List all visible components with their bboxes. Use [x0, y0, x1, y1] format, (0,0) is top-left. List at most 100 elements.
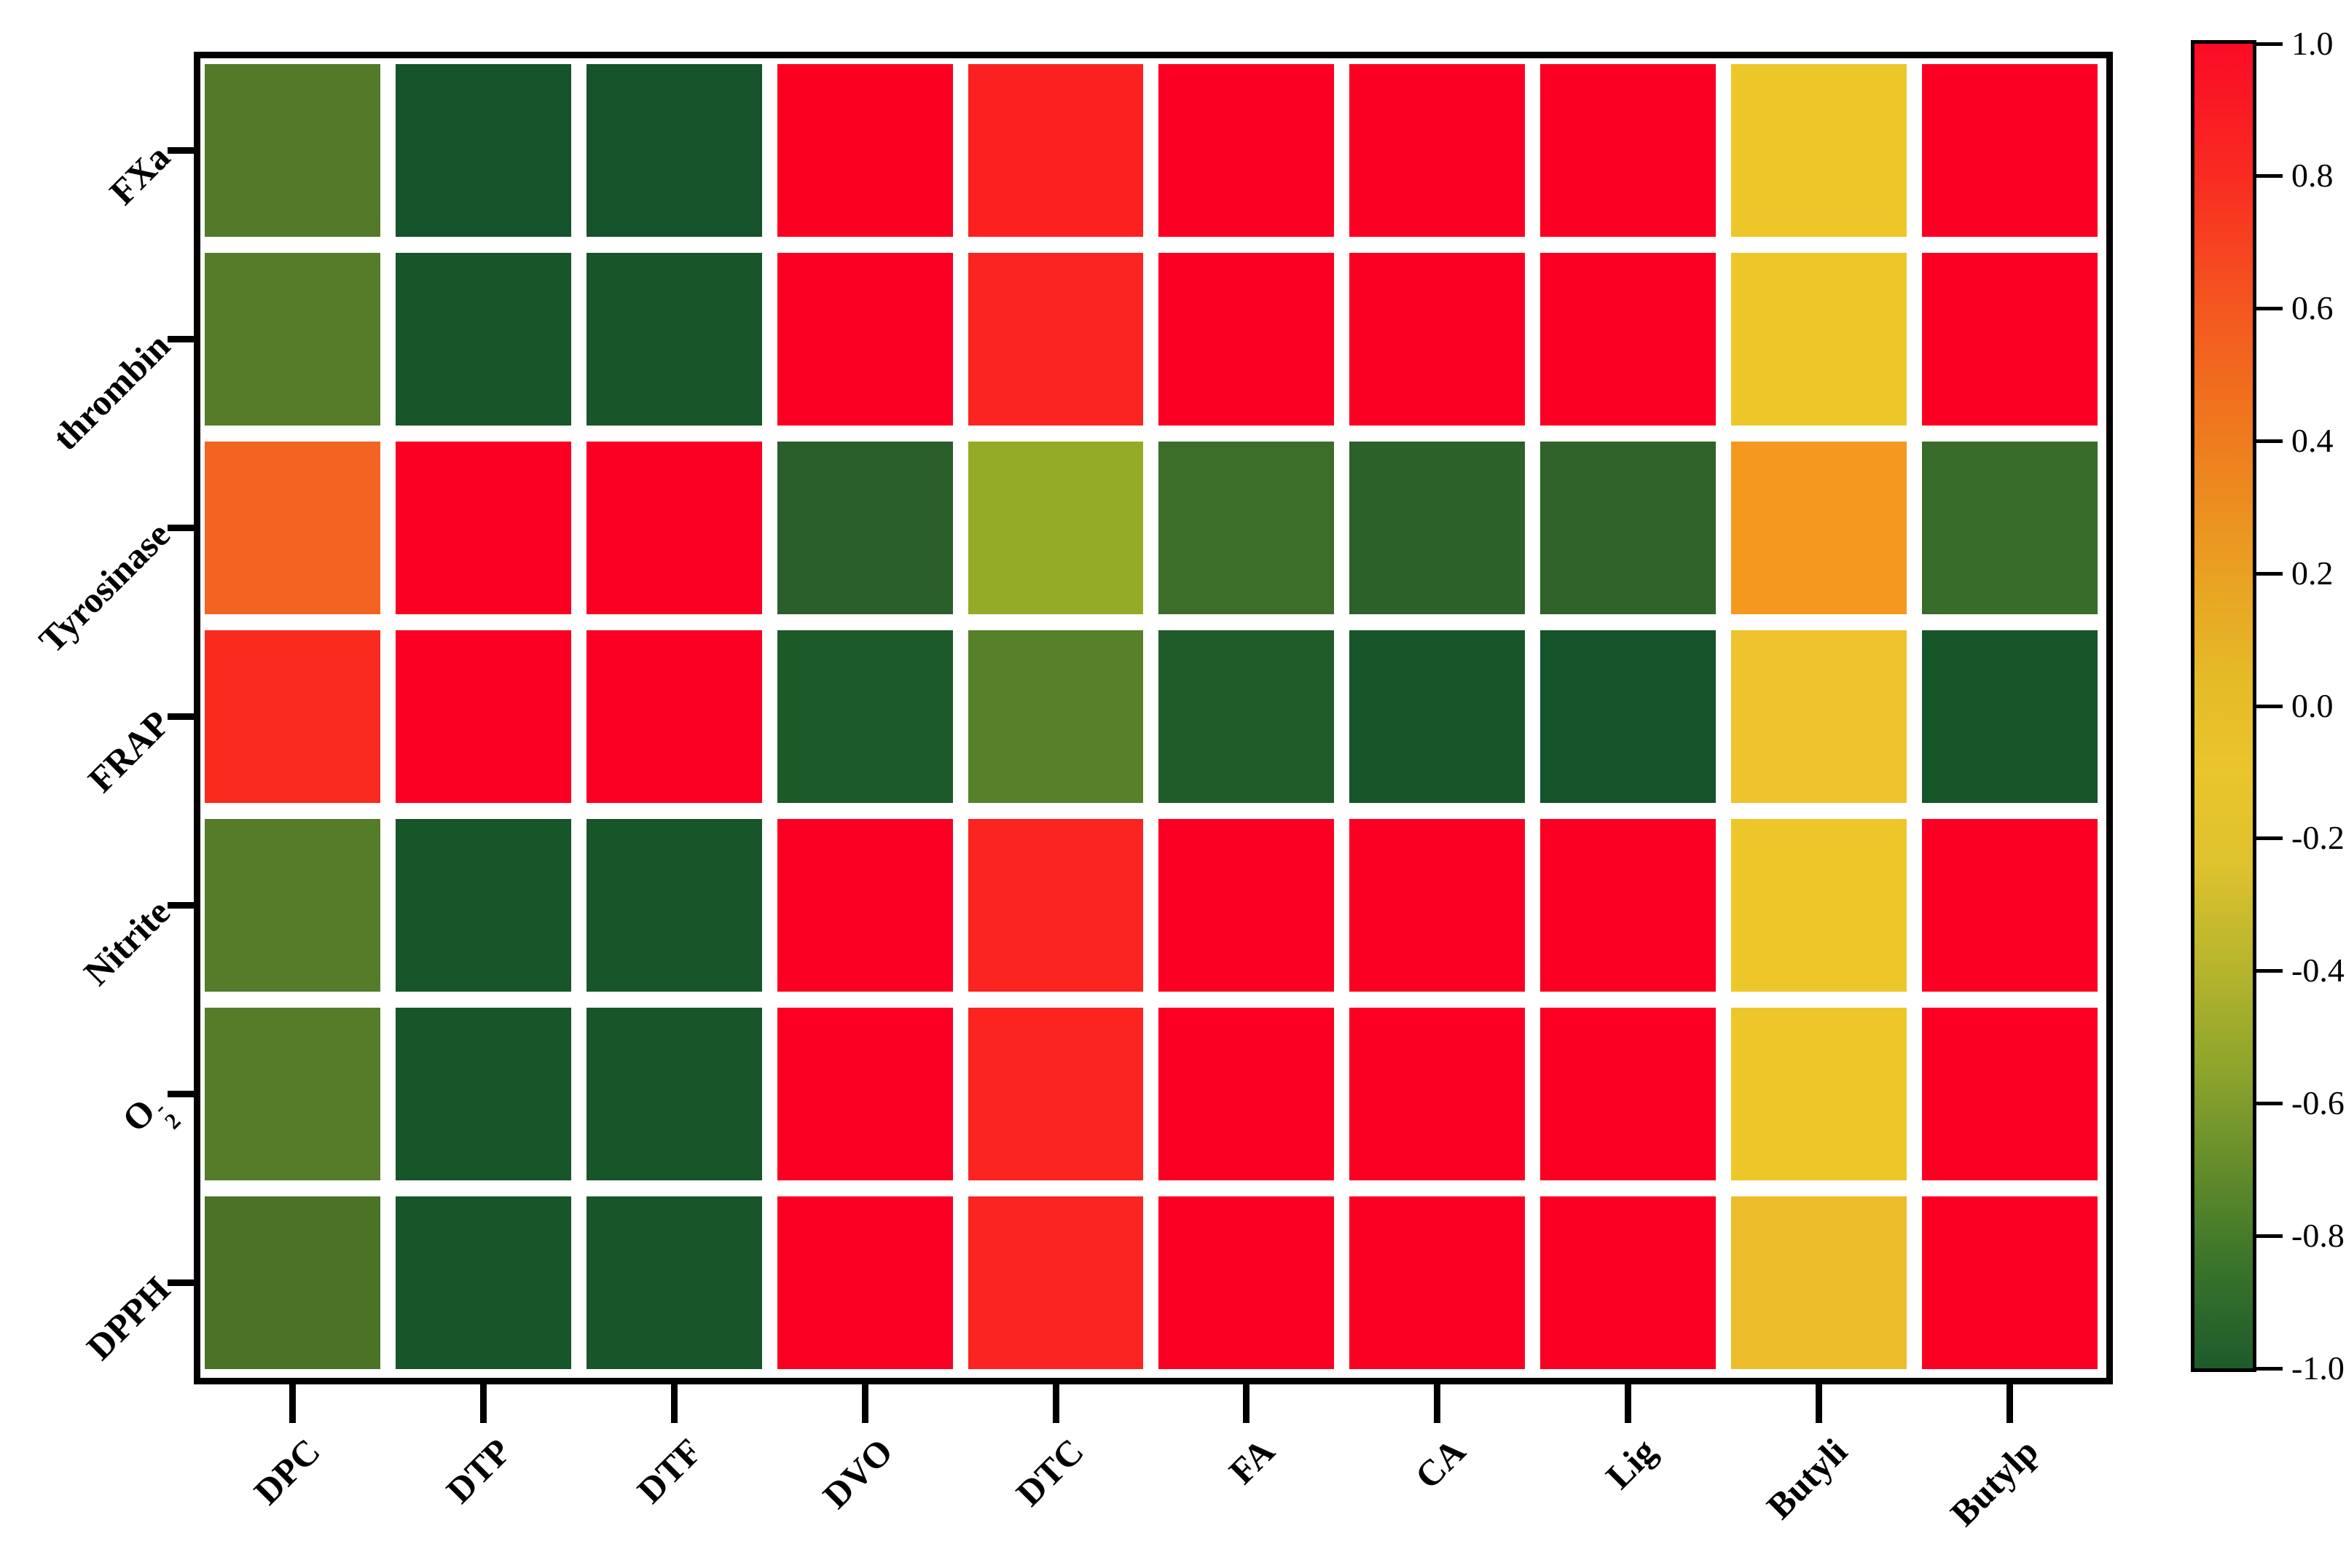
y-axis-label-6: DPPH: [78, 1268, 178, 1368]
heatmap-cell-r2c0: [205, 442, 380, 614]
x-axis-tick-7: [1625, 1384, 1632, 1423]
heatmap-cell-r6c0: [205, 1196, 380, 1369]
colorbar-tick-6: [2255, 836, 2283, 841]
colorbar-tick-2: [2255, 307, 2283, 311]
heatmap-grid: [200, 58, 2106, 1378]
heatmap-cell-r0c0: [205, 64, 380, 237]
x-axis-label-4: DTC: [1008, 1430, 1091, 1514]
colorbar-tick-7: [2255, 969, 2283, 973]
heatmap-cell-r2c5: [1158, 442, 1335, 614]
heatmap-cell-r1c3: [777, 253, 953, 426]
heatmap-cell-r1c2: [586, 253, 762, 426]
heatmap-cell-r5c9: [1922, 1008, 2098, 1180]
heatmap-cell-r4c2: [586, 819, 762, 992]
heatmap-cell-r2c2: [586, 442, 762, 614]
y-axis-tick-6: [168, 1279, 194, 1286]
x-axis-tick-5: [1243, 1384, 1250, 1423]
y-axis-label-0: FXa: [101, 136, 178, 213]
heatmap-cell-r3c4: [968, 630, 1144, 803]
heatmap-cell-r4c4: [968, 819, 1144, 992]
heatmap-cell-r4c6: [1349, 819, 1526, 992]
heatmap-cell-r1c4: [968, 253, 1144, 426]
y-axis-tick-1: [168, 336, 194, 342]
heatmap-cell-r0c8: [1731, 64, 1907, 237]
heatmap-cell-r1c1: [395, 253, 571, 426]
y-axis-tick-0: [168, 147, 194, 154]
heatmap-cell-r0c5: [1158, 64, 1335, 237]
heatmap-cell-r0c6: [1349, 64, 1526, 237]
heatmap-cell-r5c4: [968, 1008, 1144, 1180]
heatmap-cell-r1c6: [1349, 253, 1526, 426]
heatmap-cell-r3c6: [1349, 630, 1526, 803]
x-axis-tick-2: [670, 1384, 678, 1423]
heatmap-cell-r2c6: [1349, 442, 1526, 614]
heatmap-cell-r2c7: [1540, 442, 1717, 614]
colorbar-tick-label-3: 0.4: [2291, 421, 2334, 459]
heatmap-cell-r3c1: [395, 630, 571, 803]
colorbar-tick-label-10: -1.0: [2291, 1349, 2345, 1387]
heatmap-cell-r6c4: [968, 1196, 1144, 1369]
x-axis-label-5: FA: [1220, 1430, 1282, 1492]
heatmap-cell-r3c8: [1731, 630, 1907, 803]
colorbar-tick-label-5: 0.0: [2291, 686, 2334, 724]
colorbar-tick-label-6: -0.2: [2291, 819, 2345, 857]
colorbar-tick-1: [2255, 174, 2283, 179]
y-axis-tick-4: [168, 902, 194, 909]
heatmap-cell-r6c7: [1540, 1196, 1717, 1369]
heatmap-cell-r3c0: [205, 630, 380, 803]
heatmap-cell-r4c5: [1158, 819, 1335, 992]
x-axis-tick-9: [2006, 1384, 2014, 1423]
colorbar-tick-4: [2255, 571, 2283, 576]
heatmap-cell-r1c8: [1731, 253, 1907, 426]
heatmap-cell-r6c8: [1731, 1196, 1907, 1369]
heatmap-plot-frame: [194, 52, 2113, 1384]
colorbar-tick-label-7: -0.4: [2291, 952, 2345, 989]
x-axis-tick-0: [289, 1384, 296, 1423]
heatmap-cell-r4c9: [1922, 819, 2098, 992]
y-axis-label-1: thrombin: [44, 324, 178, 458]
heatmap-cell-r5c5: [1158, 1008, 1335, 1180]
colorbar-tick-9: [2255, 1234, 2283, 1238]
heatmap-cell-r4c3: [777, 819, 953, 992]
colorbar-tick-label-1: 0.8: [2291, 157, 2334, 195]
colorbar-tick-10: [2255, 1366, 2283, 1371]
heatmap-cell-r4c0: [205, 819, 380, 992]
heatmap-cell-r2c1: [395, 442, 571, 614]
colorbar-tick-label-0: 1.0: [2291, 24, 2334, 62]
heatmap-cell-r5c6: [1349, 1008, 1526, 1180]
x-axis-tick-1: [479, 1384, 487, 1423]
heatmap-cell-r0c7: [1540, 64, 1717, 237]
heatmap-cell-r2c4: [968, 442, 1144, 614]
heatmap-cell-r0c2: [586, 64, 762, 237]
y-axis-label-4: Nitrite: [76, 890, 178, 993]
heatmap-cell-r5c2: [586, 1008, 762, 1180]
x-axis-tick-3: [861, 1384, 868, 1423]
heatmap-cell-r2c8: [1731, 442, 1907, 614]
heatmap-cell-r6c3: [777, 1196, 953, 1369]
heatmap-cell-r5c7: [1540, 1008, 1717, 1180]
heatmap-cell-r3c3: [777, 630, 953, 803]
heatmap-cell-r5c0: [205, 1008, 380, 1180]
y-axis-tick-3: [168, 713, 194, 720]
y-axis-label-3: FRAP: [79, 702, 178, 800]
colorbar-tick-label-4: 0.2: [2291, 554, 2334, 592]
x-axis-label-1: DTP: [438, 1430, 519, 1511]
x-axis-label-0: DPC: [246, 1430, 329, 1513]
colorbar-tick-label-9: -0.8: [2291, 1216, 2345, 1254]
colorbar: [2191, 40, 2256, 1372]
x-axis-label-3: DVO: [815, 1430, 901, 1516]
heatmap-cell-r0c3: [777, 64, 953, 237]
heatmap-cell-r6c9: [1922, 1196, 2098, 1369]
x-axis-label-7: Lig: [1597, 1430, 1664, 1497]
x-axis-label-6: CA: [1407, 1430, 1473, 1497]
x-axis-label-9: Butylp: [1942, 1430, 2046, 1534]
heatmap-cell-r2c9: [1922, 442, 2098, 614]
y-axis-label-2: Tyrosinase: [31, 513, 178, 661]
heatmap-cell-r3c2: [586, 630, 762, 803]
heatmap-cell-r4c1: [395, 819, 571, 992]
heatmap-cell-r6c2: [586, 1196, 762, 1369]
heatmap-cell-r0c1: [395, 64, 571, 237]
colorbar-tick-0: [2255, 42, 2283, 46]
heatmap-cell-r6c1: [395, 1196, 571, 1369]
